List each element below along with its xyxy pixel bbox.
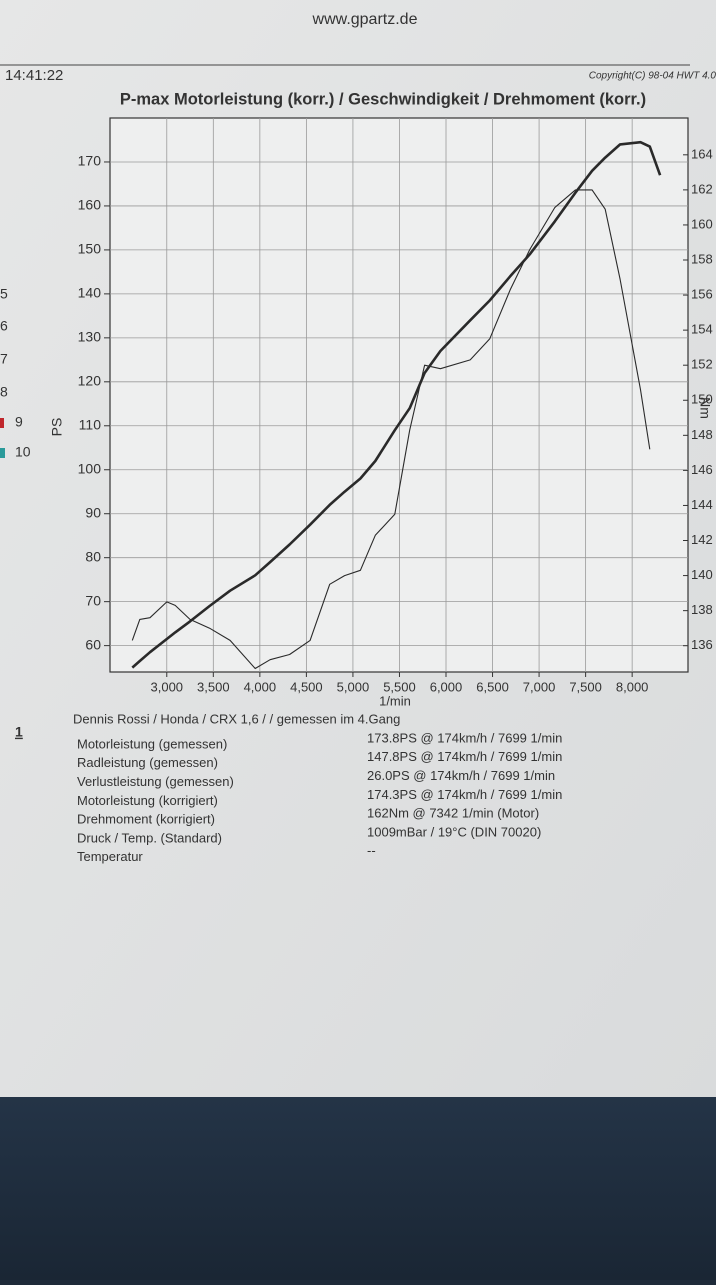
x-axis-label: 1/min [379,693,411,708]
y2-tick-label: 150 [691,392,713,407]
data-line [131,140,662,669]
y-axis-label: PS [49,418,65,437]
y2-tick-label: 136 [691,637,713,652]
y2-tick-label: 152 [691,357,713,372]
y-tick-label: 60 [85,636,101,652]
report-label: Motorleistung (korrigiert) [77,793,218,808]
y2-tick-label: 140 [691,567,713,582]
y-tick-label: 160 [78,197,102,213]
y2-tick-label: 154 [691,322,713,337]
margin-label: 9 [15,414,23,430]
x-tick-label: 7,000 [523,679,556,694]
margin-label: 10 [15,444,31,460]
y-tick-label: 110 [79,416,102,432]
report-index: 1 [15,724,23,740]
report-label: Motorleistung (gemessen) [77,736,227,751]
report-value: -- [367,843,376,858]
margin-label: 6 [0,318,8,334]
report-label: Radleistung (gemessen) [77,755,218,770]
y-tick-label: 140 [78,285,102,301]
y2-tick-label: 164 [691,146,713,161]
margin-label: 5 [0,286,8,302]
y-tick-label: 170 [78,153,102,169]
x-tick-label: 6,000 [430,679,463,694]
y-tick-label: 120 [78,373,102,389]
report-label: Drehmoment (korrigiert) [77,812,215,827]
y-tick-label: 70 [85,592,101,608]
x-tick-label: 4,000 [244,679,277,694]
report-value: 174.3PS @ 174km/h / 7699 1/min [367,787,562,802]
report-value: 147.8PS @ 174km/h / 7699 1/min [367,749,562,764]
x-tick-label: 8,000 [616,679,649,694]
y2-tick-label: 156 [691,287,713,302]
margin-label: 7 [0,351,8,367]
plot-area [109,117,689,673]
report-label: Druck / Temp. (Standard) [77,830,222,845]
x-tick-label: 7,500 [569,679,602,694]
margin-label: 8 [0,384,8,400]
y-tick-label: 100 [78,460,102,476]
x-tick-label: 6,500 [476,679,509,694]
y2-tick-label: 146 [691,462,713,477]
copyright: Copyright(C) 98-04 HWT 4.0 [589,71,716,82]
y2-tick-label: 148 [691,427,713,442]
report-value: 173.8PS @ 174km/h / 7699 1/min [367,730,562,745]
x-tick-label: 3,500 [197,679,230,694]
margin-marker [0,448,5,458]
x-tick-label: 5,500 [383,679,416,694]
y2-tick-label: 158 [691,251,713,266]
y-tick-label: 150 [78,241,102,257]
report-label: Temperatur [77,849,143,864]
margin-marker [0,418,4,428]
x-tick-label: 5,000 [337,679,370,694]
y2-tick-label: 162 [691,181,713,196]
y2-tick-label: 144 [691,497,713,512]
site-url: www.gpartz.de [312,11,418,28]
background-fabric [0,1095,716,1280]
data-line [131,189,651,670]
report-vehicle: Dennis Rossi / Honda / CRX 1,6 / / gemes… [73,711,400,726]
y2-tick-label: 138 [691,602,713,617]
y-tick-label: 90 [85,504,101,520]
time: 14:41:22 [5,67,63,84]
y2-axis-label: Nm [697,397,713,419]
x-tick-label: 3,000 [151,679,184,694]
chart-title: P-max Motorleistung (korr.) / Geschwindi… [120,90,646,108]
report-label: Verlustleistung (gemessen) [77,774,234,789]
report-value: 162Nm @ 7342 1/min (Motor) [367,806,539,821]
x-tick-label: 4,500 [290,679,323,694]
y-tick-label: 130 [78,329,102,345]
y-tick-label: 80 [85,548,101,564]
report-value: 26.0PS @ 174km/h / 7699 1/min [367,768,555,783]
y2-tick-label: 160 [691,216,713,231]
y2-tick-label: 142 [691,532,713,547]
report-value: 1009mBar / 19°C (DIN 70020) [367,824,541,839]
